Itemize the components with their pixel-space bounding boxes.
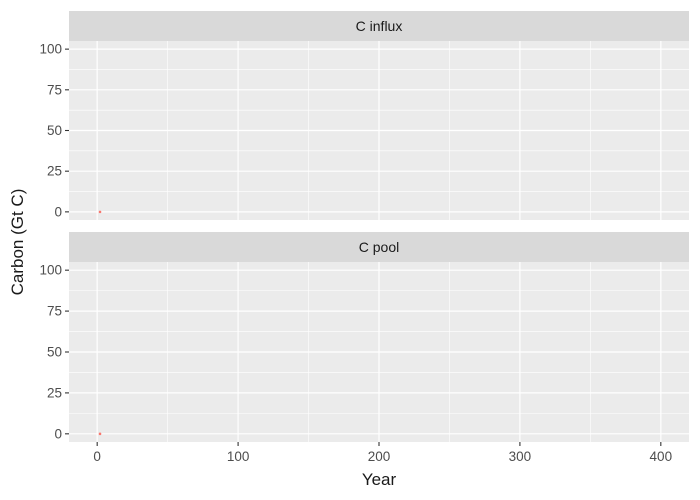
y-tick-label: 50 bbox=[47, 345, 62, 360]
facet-strip-label: C pool bbox=[359, 239, 399, 255]
y-tick-label: 100 bbox=[39, 42, 62, 57]
data-point bbox=[98, 210, 102, 214]
y-tick-label: 75 bbox=[47, 82, 62, 97]
y-axis-title: Carbon (Gt C) bbox=[8, 189, 27, 296]
y-tick-label: 100 bbox=[39, 263, 62, 278]
facet-strip-label: C influx bbox=[356, 18, 403, 34]
y-tick-label: 0 bbox=[54, 204, 62, 219]
facet-panel: C influx 0 25 50 75 100 bbox=[39, 11, 689, 220]
x-tick-label: 100 bbox=[227, 449, 250, 464]
data-point bbox=[98, 432, 102, 436]
y-tick-label: 50 bbox=[47, 123, 62, 138]
y-tick-label: 25 bbox=[47, 385, 62, 400]
x-tick-label: 300 bbox=[509, 449, 532, 464]
x-axis-title: Year bbox=[362, 470, 397, 489]
facet-panel: C pool 0 25 50 75 100 0 100 200 300 400 bbox=[39, 232, 689, 464]
facet-strip bbox=[69, 232, 689, 262]
facet-panels: C influx 0 25 50 75 100 C pool 0 25 50 75 100 0 100 20… bbox=[39, 11, 689, 464]
x-tick-label: 0 bbox=[93, 449, 101, 464]
x-tick-label: 200 bbox=[368, 449, 391, 464]
x-tick-label: 400 bbox=[650, 449, 673, 464]
y-tick-label: 25 bbox=[47, 164, 62, 179]
y-tick-label: 75 bbox=[47, 304, 62, 319]
y-tick-label: 0 bbox=[54, 426, 62, 441]
facet-strip bbox=[69, 11, 689, 41]
